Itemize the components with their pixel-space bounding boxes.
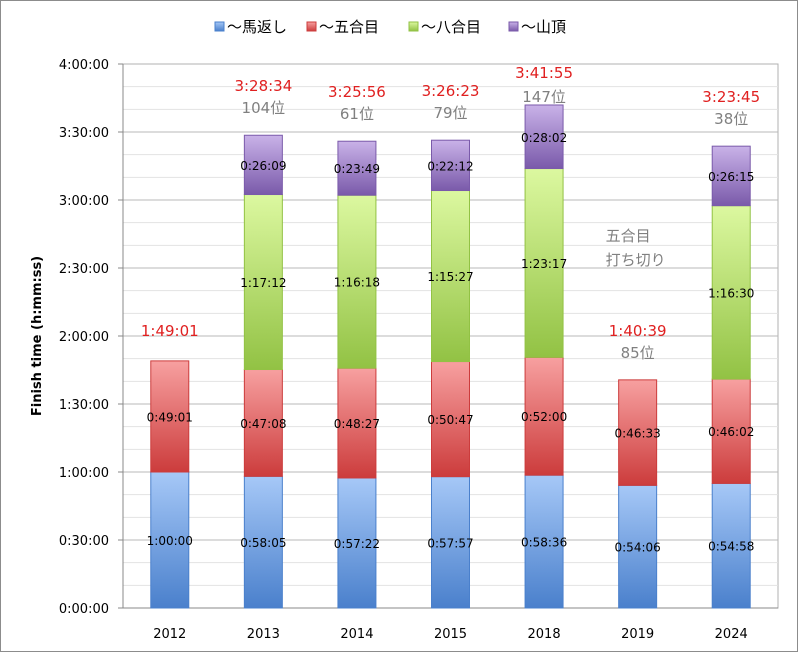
bar-segment <box>618 379 658 486</box>
annotation-text: 打ち切り <box>606 251 666 269</box>
y-tick-label: 2:30:00 <box>59 262 109 277</box>
bar-segment <box>618 484 658 609</box>
bar-segment <box>711 145 751 207</box>
data-label: 1:16:18 <box>334 276 380 290</box>
bar-segment <box>711 378 751 484</box>
annotation-text: 五合目 <box>606 227 651 245</box>
total-time-label: 3:23:45 <box>702 88 760 106</box>
data-label: 0:48:27 <box>334 417 380 431</box>
total-time-label: 3:28:34 <box>234 77 292 95</box>
bar-segment <box>524 104 564 170</box>
data-label: 0:54:58 <box>708 540 754 554</box>
data-label: 0:26:15 <box>708 170 754 184</box>
x-tick-label: 2018 <box>528 627 561 642</box>
total-time-label: 1:49:01 <box>141 322 199 340</box>
rank-label: 147位 <box>522 88 566 106</box>
data-label: 1:23:17 <box>521 257 567 271</box>
data-label: 0:52:00 <box>521 410 567 424</box>
legend-swatch <box>408 21 419 32</box>
bar-segment <box>431 190 470 363</box>
bar-segment <box>243 194 283 371</box>
rank-label: 85位 <box>621 344 655 362</box>
bar-segment <box>243 134 283 196</box>
y-axis-title: Finish time (h:mm:ss) <box>30 256 45 416</box>
data-label: 0:57:57 <box>427 536 473 550</box>
bar-segment <box>431 476 470 609</box>
bar-segment <box>431 139 470 192</box>
data-label: 0:47:08 <box>240 417 286 431</box>
data-label: 0:57:22 <box>334 537 380 551</box>
data-label: 1:17:12 <box>240 276 286 290</box>
legend-label: ～五合目 <box>319 18 379 36</box>
bar-segment <box>337 140 377 196</box>
data-label: 0:23:49 <box>334 162 380 176</box>
data-label: 1:15:27 <box>427 270 473 284</box>
x-tick-label: 2024 <box>715 627 748 642</box>
rank-label: 38位 <box>714 110 748 128</box>
data-label: 0:28:02 <box>521 131 567 145</box>
rank-label: 61位 <box>340 105 374 123</box>
data-label: 1:16:30 <box>708 286 754 300</box>
y-tick-label: 1:30:00 <box>59 398 109 413</box>
y-tick-label: 2:00:00 <box>59 330 109 345</box>
x-tick-label: 2019 <box>621 627 654 642</box>
legend-label: ～馬返し <box>227 18 287 36</box>
bar-segment <box>711 482 751 609</box>
total-time-label: 1:40:39 <box>609 322 667 340</box>
bar-segment <box>524 356 564 476</box>
data-label: 0:22:12 <box>427 159 473 173</box>
y-tick-label: 3:30:00 <box>59 126 109 141</box>
bar-segment <box>243 475 283 609</box>
total-time-label: 3:41:55 <box>515 64 573 82</box>
x-tick-label: 2013 <box>247 627 280 642</box>
y-tick-label: 0:00:00 <box>59 602 109 617</box>
bar-segment <box>150 360 190 473</box>
data-label: 0:50:47 <box>427 413 473 427</box>
data-label: 0:49:01 <box>147 410 193 424</box>
x-tick-label: 2014 <box>340 627 373 642</box>
legend-swatch <box>214 21 225 32</box>
data-label: 0:46:33 <box>615 427 661 441</box>
legend-label: ～八合目 <box>421 18 481 36</box>
y-tick-label: 1:00:00 <box>59 466 109 481</box>
bar-segment <box>524 168 564 358</box>
data-label: 1:00:00 <box>147 534 193 548</box>
rank-label: 79位 <box>433 104 467 122</box>
legend-swatch <box>508 21 519 32</box>
bar-segment <box>150 471 190 609</box>
data-label: 0:26:09 <box>240 159 286 173</box>
x-tick-label: 2012 <box>153 627 186 642</box>
data-label: 0:54:06 <box>615 541 661 555</box>
data-label: 0:58:36 <box>521 536 567 550</box>
rank-label: 104位 <box>242 99 286 117</box>
bar-segment <box>431 361 470 478</box>
data-label: 0:58:05 <box>240 536 286 550</box>
bar-segment <box>711 205 751 380</box>
y-tick-label: 4:00:00 <box>59 58 109 73</box>
legend-label: ～山頂 <box>521 18 566 36</box>
bar-segment <box>243 369 283 477</box>
total-time-label: 3:26:23 <box>422 82 480 100</box>
legend-swatch <box>306 21 317 32</box>
data-label: 0:46:02 <box>708 425 754 439</box>
x-tick-label: 2015 <box>434 627 467 642</box>
y-tick-label: 3:00:00 <box>59 194 109 209</box>
total-time-label: 3:25:56 <box>328 83 386 101</box>
y-tick-label: 0:30:00 <box>59 534 109 549</box>
